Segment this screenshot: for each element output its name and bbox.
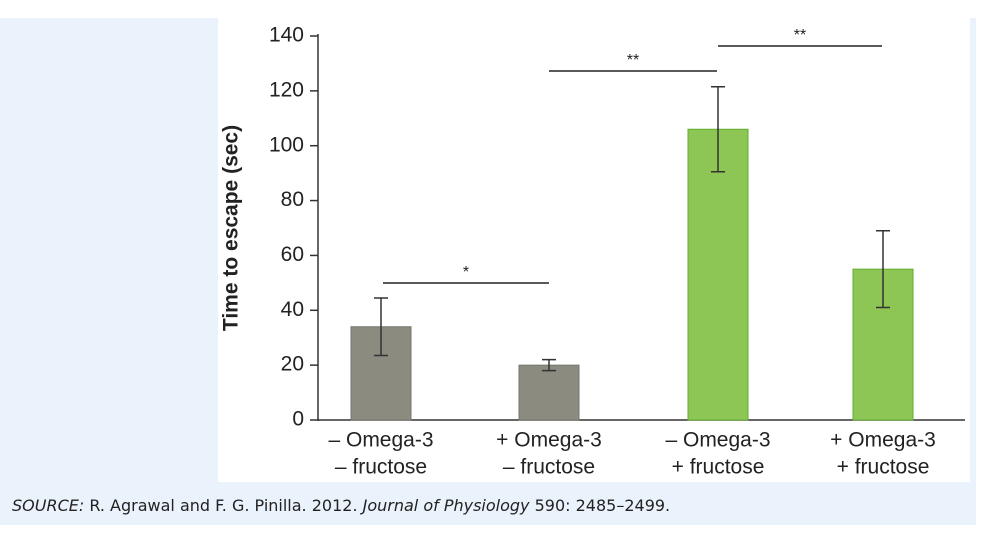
x-tick-label: – fructose [335, 456, 427, 479]
y-axis-label: Time to escape (sec) [220, 125, 243, 331]
error-bar [542, 358, 556, 372]
significance-label: ** [627, 52, 639, 69]
bar [687, 128, 749, 421]
source-journal: Journal of Physiology [362, 496, 530, 515]
source-details: 590: 2485–2499. [529, 496, 671, 515]
significance-label: * [463, 264, 469, 281]
source: SOURCE: R. Agrawal and F. G. Pinilla. 20… [12, 496, 670, 515]
bar [518, 364, 580, 421]
error-bar [876, 229, 890, 309]
y-tick-label: 100 [269, 133, 304, 156]
source-authors: R. Agrawal and F. G. Pinilla. 2012. [84, 496, 363, 515]
error-bar [374, 297, 388, 357]
y-tick-label: 0 [292, 408, 304, 431]
x-tick-label: + Omega-3 [496, 429, 602, 452]
y-tick-label: 120 [269, 78, 304, 101]
x-tick-label: + fructose [837, 456, 930, 479]
error-bar [711, 85, 725, 173]
y-tick-label: 20 [281, 353, 304, 376]
y-tick-label: 40 [281, 298, 304, 321]
y-tick-label: 60 [281, 243, 304, 266]
x-tick-label: – Omega-3 [328, 429, 433, 452]
x-tick-label: – fructose [503, 456, 595, 479]
x-tick-label: + fructose [672, 456, 765, 479]
y-tick-label: 140 [269, 24, 304, 47]
bar [350, 326, 412, 421]
plot-background [218, 18, 970, 482]
source-label: SOURCE: [12, 496, 85, 515]
significance-label: ** [794, 27, 806, 44]
y-tick-label: 80 [281, 188, 304, 211]
x-tick-label: – Omega-3 [665, 429, 770, 452]
x-tick-label: + Omega-3 [830, 429, 936, 452]
